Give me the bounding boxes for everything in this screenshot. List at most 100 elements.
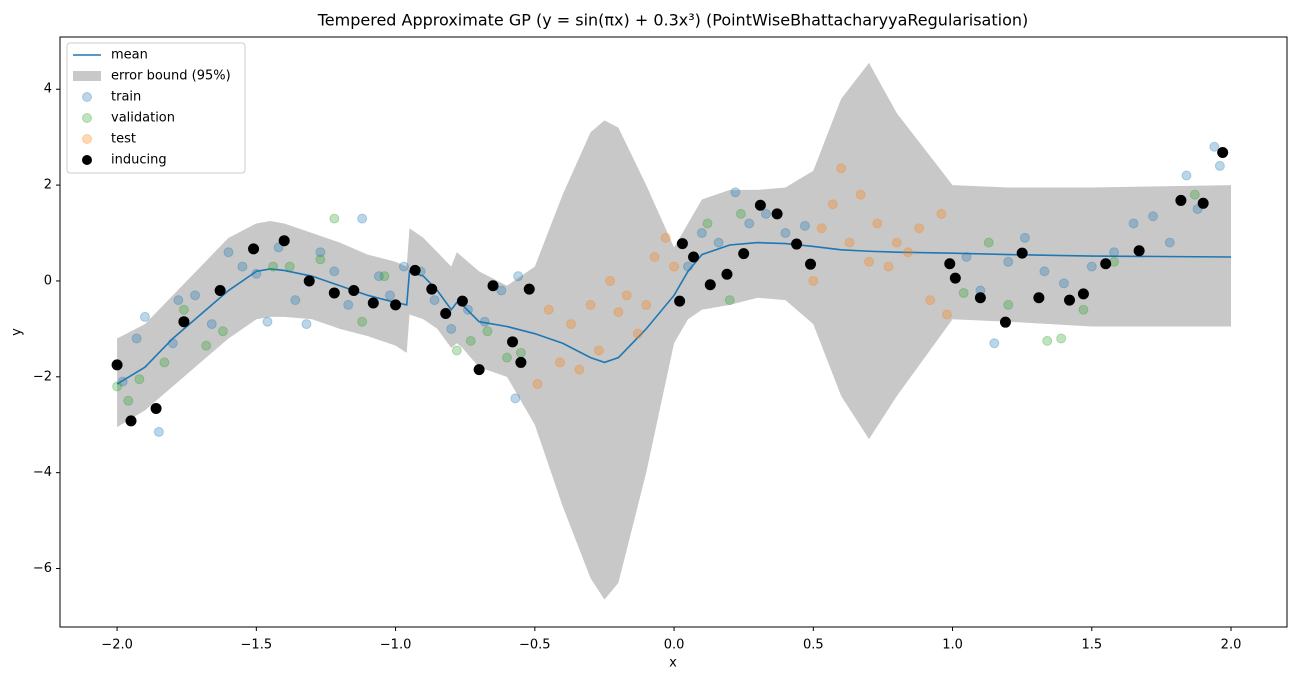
legend-swatch: [82, 155, 92, 165]
scatter-point: [974, 292, 986, 304]
legend-label: inducing: [111, 153, 167, 168]
scatter-point: [515, 347, 526, 358]
scatter-point: [328, 287, 340, 299]
scatter-point: [836, 163, 847, 174]
scatter-point: [112, 381, 123, 392]
chart-title: Tempered Approximate GP (y = sin(πx) + 0…: [317, 11, 1029, 30]
scatter-point: [462, 304, 473, 315]
legend-swatch: [82, 92, 92, 102]
scatter-point: [669, 261, 680, 272]
legend-label: train: [111, 90, 141, 105]
scatter-point: [543, 304, 554, 315]
scatter-point: [944, 258, 956, 270]
scatter-point: [1100, 258, 1112, 270]
scatter-point: [1189, 189, 1200, 200]
scatter-point: [566, 319, 577, 330]
scatter-point: [605, 275, 616, 286]
mean-line: [116, 241, 1232, 385]
scatter-point: [343, 299, 354, 310]
scatter-point: [487, 280, 499, 292]
scatter-point: [510, 393, 521, 404]
scatter-point: [315, 254, 326, 265]
scatter-point: [1003, 256, 1014, 267]
scatter-point: [771, 208, 783, 220]
scatter-point: [329, 266, 340, 277]
scatter-point: [780, 228, 791, 239]
scatter-point: [621, 290, 632, 301]
scatter-point: [262, 316, 273, 327]
x-tick-label: −2.0: [101, 638, 133, 653]
legend-box: [66, 42, 246, 174]
legend: mean error bound (95%) train validation test…: [66, 42, 246, 174]
scatter-point: [501, 352, 512, 363]
scatter-point: [872, 218, 883, 229]
scatter-point: [704, 279, 716, 291]
scatter-point: [479, 316, 490, 327]
scatter-point: [1164, 237, 1175, 248]
scatter-point: [329, 213, 340, 224]
scatter-point: [125, 415, 137, 427]
scatter-point: [660, 232, 671, 243]
scatter-point: [791, 238, 803, 250]
scatter-point: [446, 323, 457, 334]
scatter-point: [482, 326, 493, 337]
scatter-point: [139, 311, 150, 322]
scatter-point: [117, 376, 128, 387]
scatter-point: [1086, 261, 1097, 272]
x-tick-label: 1.0: [942, 638, 963, 653]
scatter-point: [1077, 288, 1089, 300]
scatter-point: [290, 295, 301, 306]
y-axis-label: y: [10, 328, 25, 336]
scatter-point: [961, 251, 972, 262]
scatter-point: [735, 208, 746, 219]
y-tick-label: 0: [44, 273, 52, 288]
scatter-point: [303, 275, 315, 287]
legend-label: validation: [111, 111, 175, 126]
y-tick-label: 4: [44, 82, 52, 97]
scatter-point: [632, 328, 643, 339]
scatter-point: [379, 271, 390, 282]
scatter-point: [532, 379, 543, 390]
scatter-point: [429, 295, 440, 306]
legend-label: error bound (95%): [111, 69, 231, 84]
scatter-point: [373, 271, 384, 282]
legend-swatch: [82, 113, 92, 123]
legend-label: test: [111, 132, 136, 147]
scatter-point: [1214, 160, 1225, 171]
plot-area: [111, 62, 1232, 600]
scatter-point: [1003, 299, 1014, 310]
x-tick-label: −1.0: [380, 638, 412, 653]
scatter-point: [426, 283, 438, 295]
y-tick-label: −6: [33, 561, 52, 576]
x-tick-label: 0.5: [803, 638, 824, 653]
scatter-point: [702, 218, 713, 229]
scatter-point: [682, 261, 693, 272]
scatter-point: [799, 220, 810, 231]
scatter-point: [223, 247, 234, 258]
scatter-point: [278, 235, 290, 247]
scatter-point: [1019, 232, 1030, 243]
scatter-point: [855, 189, 866, 200]
scatter-point: [465, 335, 476, 346]
scatter-point: [696, 228, 707, 239]
scatter-point: [724, 295, 735, 306]
legend-swatch: [73, 71, 101, 81]
scatter-point: [674, 295, 686, 307]
scatter-point: [730, 187, 741, 198]
scatter-point: [348, 285, 360, 297]
scatter-point: [451, 345, 462, 356]
x-tick-label: 2.0: [1221, 638, 1242, 653]
scatter-point: [357, 316, 368, 327]
scatter-point: [1033, 292, 1045, 304]
scatter-point: [1016, 247, 1028, 259]
scatter-point: [844, 237, 855, 248]
scatter-point: [574, 364, 585, 375]
scatter-point: [513, 271, 524, 282]
scatter-point: [902, 247, 913, 258]
scatter-point: [273, 242, 284, 253]
scatter-point: [131, 333, 142, 344]
scatter-point: [385, 290, 396, 301]
legend-swatch: [82, 134, 92, 144]
scatter-point: [390, 299, 402, 311]
scatter-point: [1197, 197, 1209, 209]
